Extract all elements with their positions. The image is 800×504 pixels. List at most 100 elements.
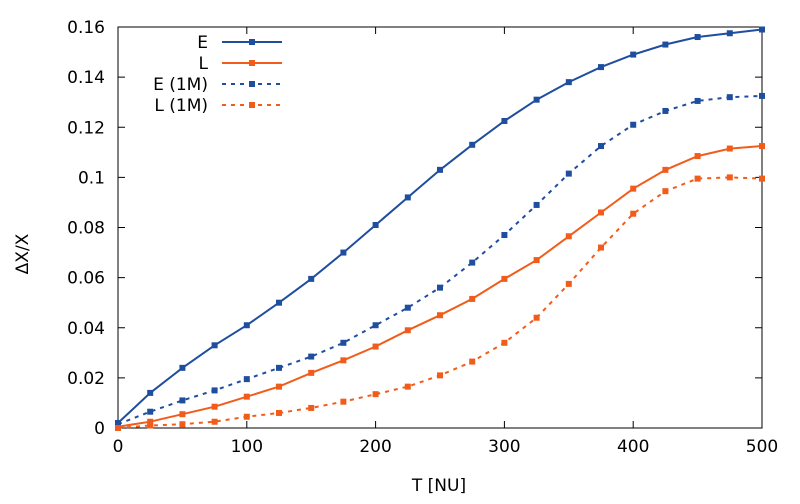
y-tick-label: 0 [94,419,105,439]
data-point [469,295,476,302]
data-point [211,342,218,349]
data-point [533,257,540,264]
data-point [179,397,186,404]
y-tick-label: 0.16 [67,18,105,38]
data-point [662,166,669,173]
data-point [340,249,347,256]
data-point [726,145,733,152]
data-point [694,97,701,104]
data-point [501,117,508,124]
legend-marker [249,39,255,45]
y-tick-label: 0.1 [78,168,105,188]
y-tick-label: 0.06 [67,269,105,289]
legend-marker [249,60,255,66]
x-tick-label: 200 [359,437,391,457]
series-2 [115,92,765,428]
data-point [630,51,637,58]
data-point [598,244,604,251]
x-axis-label: T [NU] [411,476,466,496]
data-point [147,408,154,415]
series-0 [115,26,765,426]
legend-marker [249,102,255,108]
data-point [437,166,443,173]
data-point [630,185,637,192]
x-tick-label: 100 [231,437,263,457]
data-point [372,343,379,350]
legend-marker [249,81,255,87]
data-point [662,41,669,48]
series-layer [115,26,765,431]
data-point [501,339,508,346]
data-point [243,376,250,383]
x-tick-label: 300 [488,437,520,457]
data-point [437,284,443,291]
data-point [469,358,476,365]
data-point [533,96,540,103]
y-axis-label: ΔX/X [13,233,33,274]
series-line [117,28,763,424]
data-point [565,280,572,287]
data-point [598,209,604,216]
y-tick-label: 0.14 [67,68,105,88]
data-point [404,304,411,311]
data-point [308,369,315,376]
data-point [276,383,282,390]
data-point [694,34,701,41]
data-point [469,259,476,266]
data-point [726,30,733,37]
data-point [694,175,701,182]
data-point [340,339,347,346]
data-point [437,372,443,379]
data-point [598,64,604,71]
data-point [694,153,701,160]
legend-label: E [197,33,208,53]
data-point [276,299,282,306]
data-point [243,322,250,329]
data-point [759,143,765,150]
data-point [276,409,282,416]
data-point [404,194,411,201]
data-point [211,387,218,394]
data-point [179,411,186,418]
data-point [501,275,508,282]
data-point [501,232,508,239]
axes: 0 100 200 300 400 500 0 0.02 0.04 0.06 0.08 0.1 0.12… [67,18,778,457]
legend-label: L [199,54,209,74]
data-point [565,233,572,240]
data-point [179,364,186,371]
data-point [147,389,154,396]
data-point [726,94,733,101]
y-tick-label: 0.04 [67,319,105,339]
data-point [759,92,765,99]
legend: ELE (1M)L (1M) [153,33,282,116]
data-point [759,26,765,33]
data-point [211,418,218,425]
data-point [372,322,379,329]
data-point [308,275,315,282]
data-point [243,393,250,400]
data-point [308,404,315,411]
series-1 [115,143,765,430]
data-point [726,174,733,181]
x-tick-label: 400 [617,437,649,457]
data-point [340,398,347,405]
data-point [469,141,476,148]
y-tick-label: 0.02 [67,369,105,389]
data-point [147,422,154,429]
data-point [533,314,540,321]
data-point [630,121,637,128]
y-tick-label: 0.08 [67,219,105,239]
data-point [372,391,379,398]
data-point [308,353,315,360]
data-point [276,364,282,371]
legend-label: E (1M) [153,75,208,95]
data-point [662,188,669,195]
data-point [340,357,347,364]
data-point [372,221,379,228]
series-3 [115,174,765,431]
data-point [404,383,411,390]
data-point [565,79,572,86]
data-point [759,175,765,182]
